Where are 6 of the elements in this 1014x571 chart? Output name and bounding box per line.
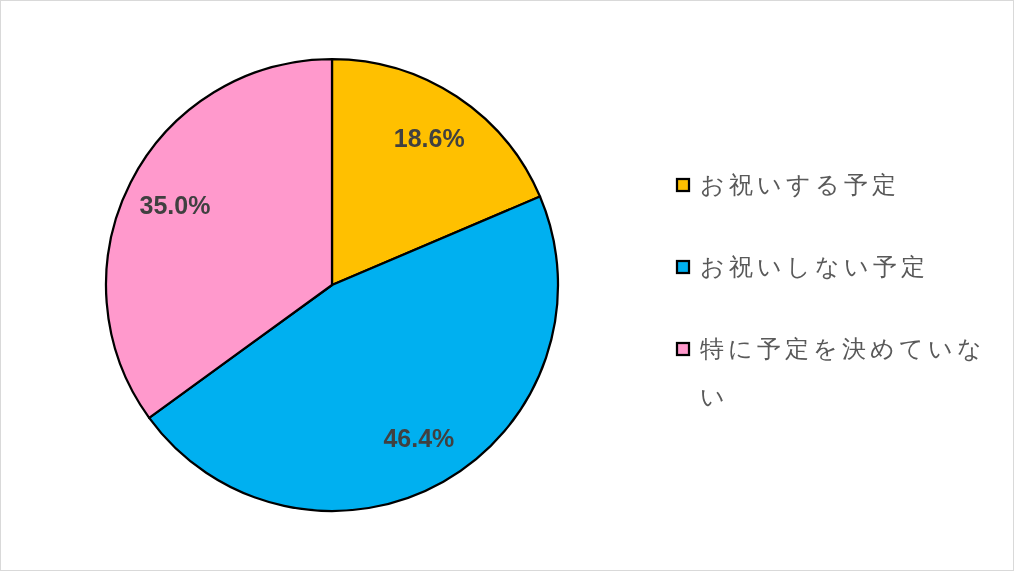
data-label: 18.6% xyxy=(393,123,465,152)
legend-label: お祝いする予定 xyxy=(700,171,900,199)
data-label: 35.0% xyxy=(139,190,211,219)
data-label: 46.4% xyxy=(383,424,455,453)
legend-label: お祝いしない予定 xyxy=(700,253,929,281)
legend-label: 特に予定を決めていない xyxy=(700,335,986,411)
